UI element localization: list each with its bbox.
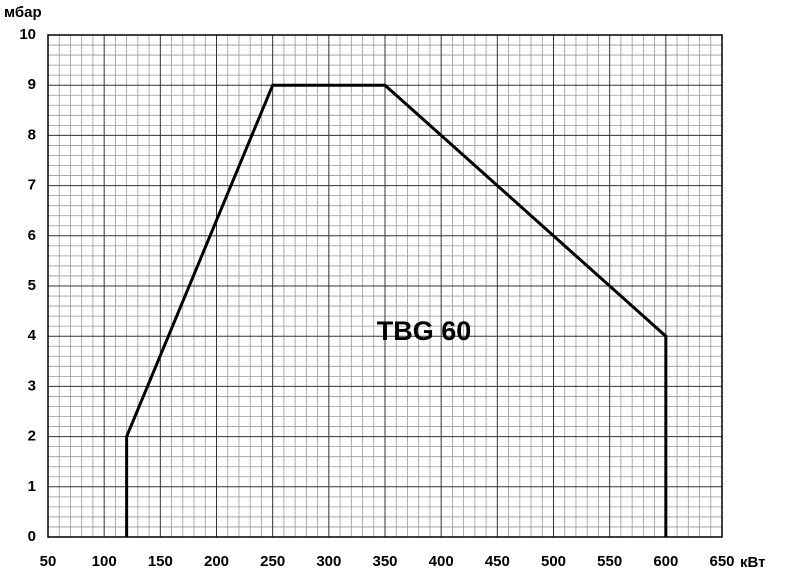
y-tick-label: 0 <box>28 528 36 545</box>
y-tick-label: 7 <box>28 177 36 194</box>
x-tick-label: 150 <box>148 553 173 570</box>
x-tick-label: 300 <box>316 553 341 570</box>
x-tick-label: 550 <box>597 553 622 570</box>
annotation: TBG 60 <box>377 316 472 346</box>
x-tick-label: 250 <box>260 553 285 570</box>
y-tick-label: 4 <box>28 327 37 344</box>
y-tick-label: 8 <box>28 126 36 143</box>
y-axis-label: мбар <box>4 4 42 21</box>
data-line <box>125 83 668 537</box>
x-tick-label: 200 <box>204 553 229 570</box>
plot-border <box>47 34 723 538</box>
x-tick-label: 100 <box>92 553 117 570</box>
y-tick-label: 9 <box>28 76 36 93</box>
x-axis-label: кВт <box>740 554 766 571</box>
y-tick-label: 1 <box>28 478 36 495</box>
x-tick-label: 450 <box>485 553 510 570</box>
y-tick-label: 6 <box>28 227 36 244</box>
x-tick-label: 650 <box>709 553 734 570</box>
x-tick-label: 350 <box>372 553 397 570</box>
y-tick-label: 2 <box>28 428 36 445</box>
x-tick-label: 500 <box>541 553 566 570</box>
x-tick-label: 50 <box>40 553 57 570</box>
x-tick-label: 600 <box>653 553 678 570</box>
y-tick-label: 3 <box>28 377 36 394</box>
y-tick-label: 5 <box>28 277 36 294</box>
y-tick-label: 10 <box>19 26 36 43</box>
x-tick-label: 400 <box>429 553 454 570</box>
